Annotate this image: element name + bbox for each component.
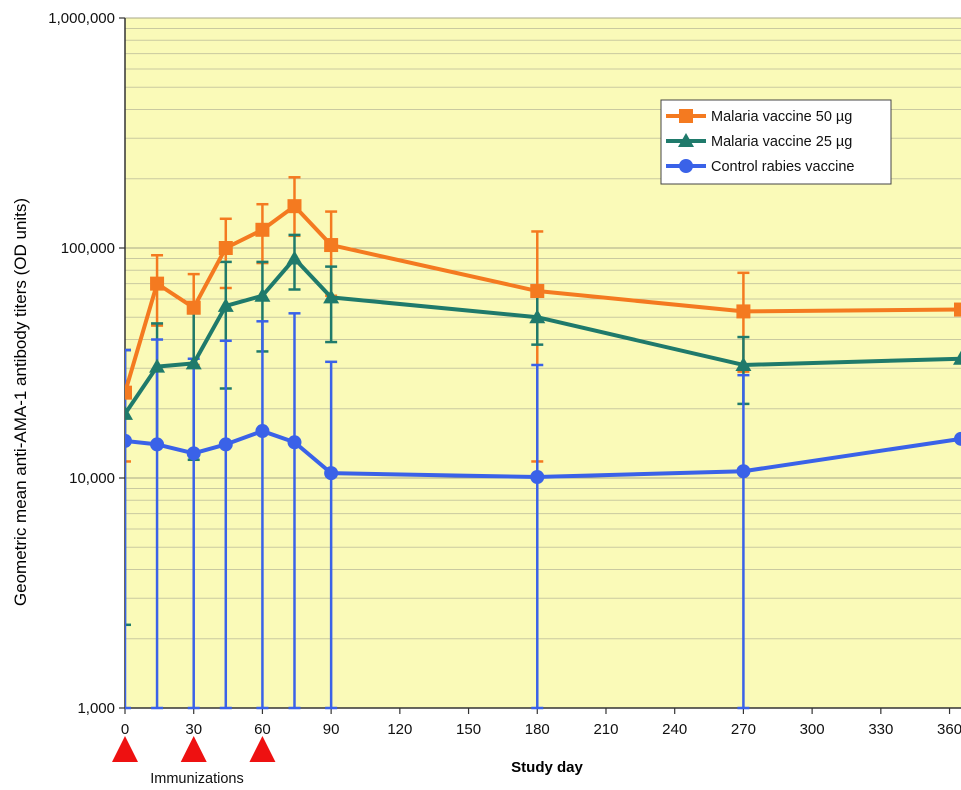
x-axis-label: Study day (511, 759, 583, 776)
data-point-1 (185, 355, 202, 370)
legend-marker-1 (678, 133, 694, 147)
data-point-2 (324, 466, 339, 481)
data-point-2 (287, 435, 302, 450)
immunization-marker-icon (112, 736, 138, 762)
legend-marker-0 (679, 109, 693, 123)
data-point-1 (254, 287, 271, 302)
legend-label-2: Control rabies vaccine (711, 159, 854, 175)
data-point-0 (186, 300, 201, 315)
data-point-1 (217, 297, 234, 312)
x-tick-label: 30 (185, 721, 202, 738)
x-tick-label: 300 (800, 721, 825, 738)
data-point-2 (125, 433, 132, 448)
x-tick-label: 120 (387, 721, 412, 738)
data-point-0 (125, 385, 132, 400)
y-tick-label: 10,000 (69, 470, 115, 487)
data-point-2 (218, 437, 233, 452)
legend-label-1: Malaria vaccine 25 µg (711, 134, 852, 150)
data-point-0 (287, 199, 302, 214)
data-point-1 (323, 289, 340, 304)
data-point-2 (530, 470, 545, 485)
immunizations-label: Immunizations (150, 771, 243, 785)
data-point-1 (529, 309, 546, 324)
legend-marker-2 (679, 159, 693, 173)
x-tick-label: 210 (593, 721, 618, 738)
data-point-2 (736, 464, 751, 479)
y-tick-label: 1,000,000 (48, 10, 115, 27)
x-tick-label: 60 (254, 721, 271, 738)
data-point-0 (736, 304, 751, 319)
y-axis-label: Geometric mean anti-AMA-1 antibody titer… (11, 198, 30, 606)
data-point-0 (255, 222, 270, 237)
data-point-1 (286, 250, 303, 265)
x-tick-label: 0 (121, 721, 129, 738)
data-point-1 (953, 350, 961, 365)
immunization-marker-icon (249, 736, 276, 762)
data-point-1 (149, 358, 166, 373)
x-tick-label: 90 (323, 721, 340, 738)
data-point-0 (530, 284, 545, 299)
data-point-0 (218, 241, 233, 255)
x-tick-label: 360 (937, 721, 961, 738)
y-tick-label: 100,000 (61, 240, 115, 257)
immunization-marker-icon (180, 736, 207, 762)
data-point-2 (186, 446, 201, 461)
data-point-2 (255, 424, 270, 439)
x-tick-label: 240 (662, 721, 687, 738)
legend-label-0: Malaria vaccine 50 µg (711, 109, 852, 125)
data-point-2 (954, 431, 961, 446)
series-line-1 (125, 256, 961, 416)
data-point-0 (954, 302, 961, 317)
series-line-0 (125, 204, 961, 394)
data-point-1 (125, 405, 133, 420)
data-point-0 (324, 238, 339, 253)
x-tick-label: 330 (868, 721, 893, 738)
x-tick-label: 150 (456, 721, 481, 738)
y-tick-label: 1,000 (77, 700, 115, 717)
x-tick-label: 180 (525, 721, 550, 738)
series-line-2 (125, 429, 961, 480)
data-point-0 (150, 276, 165, 291)
x-tick-label: 270 (731, 721, 756, 738)
data-point-1 (735, 356, 752, 371)
data-point-2 (150, 437, 165, 452)
